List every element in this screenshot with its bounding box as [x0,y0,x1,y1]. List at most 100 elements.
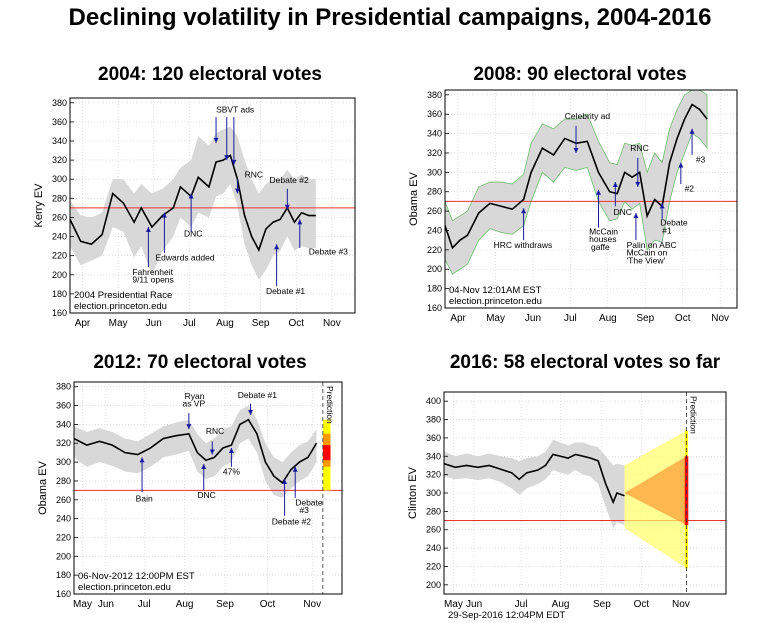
y-tick-label: 300 [426,488,441,498]
chart-2004: 160 180 200 220 240 260 280 300 320 340 360 380 Apr M… [33,97,356,329]
annotation-label: McCain [589,226,618,236]
y-tick-label: 260 [52,212,67,222]
uncertainty-band [444,439,625,528]
annotation-arrowhead [186,424,192,430]
plot-frame [69,97,356,314]
annotation-label: Debate #3 [309,247,348,257]
y-tick-label: 380 [427,90,442,100]
annotation-label: HRC withdraws [494,240,553,250]
y-tick-label: 240 [56,514,71,524]
y-tick-label: 200 [427,264,442,274]
y-tick-label: 340 [426,451,441,461]
prediction-cone-orange [624,456,687,526]
panel-title-2016: 2016: 58 electoral votes so far [449,352,721,373]
annotation-label: Celebrity ad [565,111,611,121]
annotation-label: RNC [630,143,648,153]
y-axis-label: Clinton EV [407,466,419,519]
y-tick-label: 260 [56,495,71,505]
y-tick-label: 260 [426,525,441,535]
x-tick-label: Jul [564,313,577,324]
annotation-arrowhead [201,463,207,469]
y-tick-label: 180 [427,284,442,294]
annotation-label: 9/11 opens [132,274,173,284]
annotation-label: DNC [184,229,202,239]
y-tick-label: 220 [56,532,71,542]
x-tick-label: Apr [75,318,91,329]
annotation-label: Fahrenheit [132,267,173,277]
info-text: election.princeton.edu [74,301,167,312]
annotation-label: Bain [136,494,153,504]
annotation-arrowhead [573,147,579,153]
y-tick-label: 180 [52,289,67,299]
annotation-arrowhead [188,193,194,199]
y-tick-label: 360 [427,109,442,119]
series-line [69,154,316,252]
annotation-label: Edwards added [156,252,215,262]
y-axis-label: Obama EV [37,460,49,514]
y-tick-label: 200 [52,270,67,280]
annotation-label: Debate [660,218,688,228]
x-tick-label: Jul [515,599,528,610]
annotation-label: Debate #1 [238,390,277,400]
x-tick-label: Aug [552,599,570,610]
series-line [73,418,318,484]
panel-title-2004: 2004: 120 electoral votes [98,64,322,85]
annotation-label: Ryan [185,391,205,401]
annotation-arrowhead [297,219,303,225]
y-tick-label: 300 [427,167,442,177]
annotation-label: #1 [662,225,672,235]
y-tick-label: 340 [427,129,442,139]
y-tick-label: 380 [52,98,67,108]
chart-2008: 160 180 200 220 240 260 280 300 320 340 360 380 Apr M… [408,89,738,324]
x-tick-label: Oct [260,599,276,610]
x-tick-label: Nov [303,599,321,610]
y-tick-label: 160 [52,308,67,318]
annotation-arrowhead [248,409,254,415]
y-tick-label: 200 [56,551,71,561]
y-tick-label: 340 [56,419,71,429]
plot-area [74,382,342,594]
x-tick-label: Jun [466,599,482,610]
x-tick-label: Sep [216,599,234,610]
y-tick-label: 360 [426,433,441,443]
y-tick-label: 200 [426,580,441,590]
annotation-label: DNC [613,207,631,217]
annotation-arrowhead [213,137,219,143]
y-tick-label: 160 [427,303,442,313]
x-tick-label: Sep [636,313,654,324]
x-tick-label: Nov [323,318,341,329]
y-tick-label: 160 [56,589,71,599]
x-tick-label: Oct [288,318,304,329]
x-tick-label: May [486,313,505,324]
annotation-arrowhead [595,189,601,195]
x-tick-label: May [109,318,128,329]
y-tick-label: 300 [52,174,67,184]
annotation-label: #3 [696,155,706,165]
annotation-arrowhead [161,212,167,218]
x-tick-label: Jul [138,599,151,610]
x-tick-label: Nov [672,599,690,610]
annotation-arrowhead [231,159,237,165]
annotation-arrowhead [228,447,234,453]
info-text: 29-Sep-2016 12:04PM EDT [448,610,565,621]
annotation-arrowhead [234,188,240,194]
y-tick-label: 240 [427,225,442,235]
y-tick-label: 360 [56,401,71,411]
prediction-bar-2 [322,445,331,461]
main-title: Declining volatility in Presidential cam… [68,4,712,31]
info-text: 2004 Presidential Race [74,290,172,301]
y-tick-label: 320 [426,470,441,480]
x-tick-label: Jun [98,599,114,610]
annotation-label: SBVT ads [216,104,254,114]
y-tick-label: 220 [427,245,442,255]
annotation-label: #2 [685,184,695,194]
prediction-label: Prediction [689,396,699,434]
annotation-arrowhead [612,182,618,188]
x-tick-label: Jun [146,318,162,329]
annotation-arrowhead [274,244,280,250]
x-tick-label: May [444,599,463,610]
annotation-label: as VP [182,398,205,408]
x-tick-label: Sep [252,318,270,329]
annotation-arrowhead [224,155,230,161]
annotation-arrowhead [292,466,298,472]
